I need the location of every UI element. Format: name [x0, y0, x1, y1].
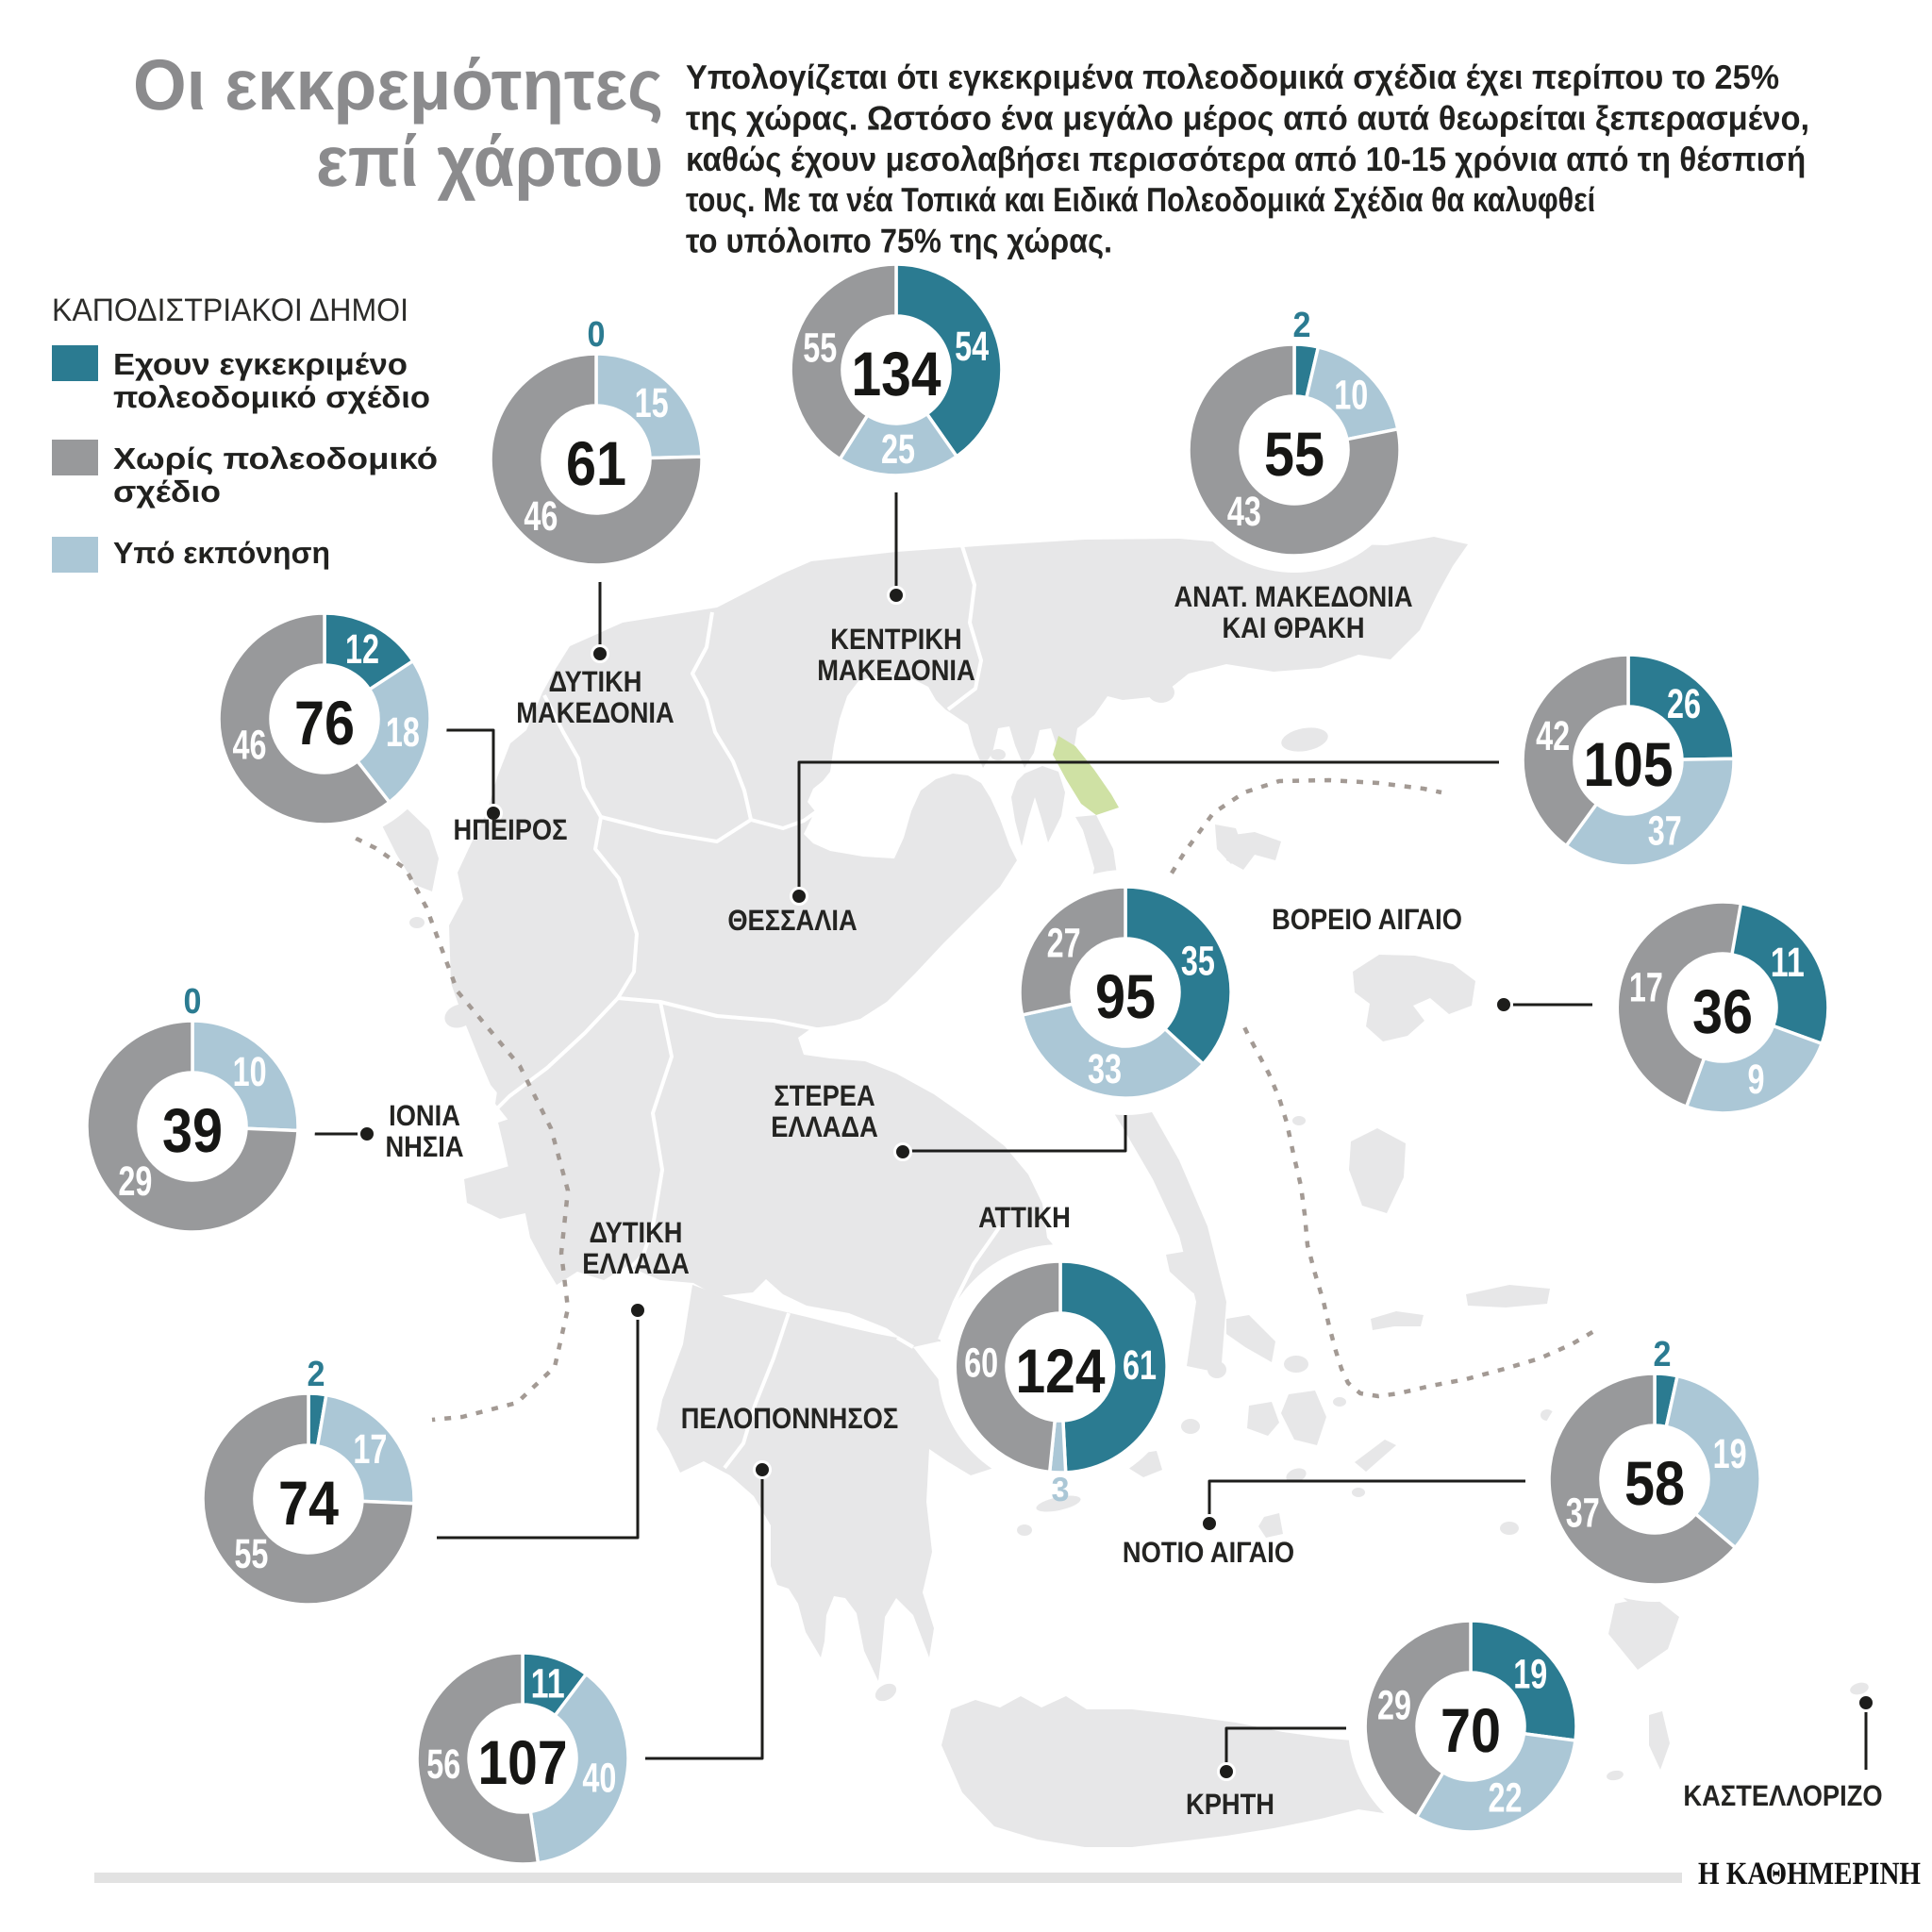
svg-text:12: 12 — [345, 626, 379, 673]
svg-text:2: 2 — [308, 1355, 325, 1394]
svg-text:56: 56 — [426, 1741, 460, 1788]
svg-text:πολεοδομικό σχέδιο: πολεοδομικό σχέδιο — [113, 380, 430, 414]
svg-text:22: 22 — [1488, 1775, 1522, 1822]
svg-text:Εχουν εγκεκριμένο: Εχουν εγκεκριμένο — [113, 347, 408, 381]
svg-text:ΗΠΕΙΡΟΣ: ΗΠΕΙΡΟΣ — [454, 813, 568, 846]
svg-text:95: 95 — [1095, 961, 1156, 1031]
svg-text:το υπόλοιπο 75% της χώρας.: το υπόλοιπο 75% της χώρας. — [686, 222, 1112, 260]
svg-text:ΑΤΤΙΚΗ: ΑΤΤΙΚΗ — [978, 1201, 1071, 1234]
svg-text:ΚΕΝΤΡΙΚΗ: ΚΕΝΤΡΙΚΗ — [830, 623, 961, 656]
svg-text:9: 9 — [1747, 1057, 1764, 1103]
svg-text:29: 29 — [1377, 1683, 1411, 1729]
svg-text:107: 107 — [478, 1727, 568, 1797]
svg-text:33: 33 — [1088, 1046, 1122, 1092]
svg-text:ΝΗΣΙΑ: ΝΗΣΙΑ — [385, 1130, 463, 1163]
svg-text:11: 11 — [1771, 940, 1805, 986]
svg-text:70: 70 — [1441, 1695, 1501, 1765]
svg-text:17: 17 — [1629, 964, 1663, 1010]
svg-text:36: 36 — [1692, 976, 1753, 1046]
svg-text:74: 74 — [278, 1468, 339, 1538]
svg-text:τους. Με τα νέα Τοπικά και Ειδ: τους. Με τα νέα Τοπικά και Ειδικά Πολεοδ… — [686, 180, 1595, 219]
svg-text:26: 26 — [1667, 681, 1701, 727]
svg-text:Υπολογίζεται ότι εγκεκριμένα π: Υπολογίζεται ότι εγκεκριμένα πολεοδομικά… — [686, 58, 1779, 96]
svg-text:2: 2 — [1654, 1335, 1672, 1374]
svg-text:40: 40 — [582, 1756, 616, 1802]
svg-text:0: 0 — [588, 315, 606, 355]
svg-text:ΔΥΤΙΚΗ: ΔΥΤΙΚΗ — [549, 665, 642, 698]
svg-text:124: 124 — [1016, 1336, 1106, 1406]
svg-text:ΜΑΚΕΔΟΝΙΑ: ΜΑΚΕΔΟΝΙΑ — [516, 696, 674, 729]
svg-text:ΚΡΗΤΗ: ΚΡΗΤΗ — [1186, 1788, 1274, 1821]
svg-text:ΑΝΑΤ. ΜΑΚΕΔΟΝΙΑ: ΑΝΑΤ. ΜΑΚΕΔΟΝΙΑ — [1174, 580, 1412, 613]
svg-text:ΕΛΛΑΔΑ: ΕΛΛΑΔΑ — [771, 1110, 878, 1143]
svg-text:10: 10 — [233, 1049, 267, 1095]
svg-text:επί χάρτου: επί χάρτου — [316, 122, 663, 202]
svg-text:0: 0 — [184, 982, 202, 1022]
svg-text:55: 55 — [1264, 419, 1324, 489]
svg-text:37: 37 — [1648, 808, 1682, 855]
svg-text:134: 134 — [852, 339, 941, 408]
svg-text:43: 43 — [1227, 489, 1261, 535]
svg-text:ΚΑΙ ΘΡΑΚΗ: ΚΑΙ ΘΡΑΚΗ — [1222, 611, 1364, 644]
svg-text:ΚΑΣΤΕΛΛΟΡΙΖΟ: ΚΑΣΤΕΛΛΟΡΙΖΟ — [1683, 1779, 1882, 1812]
svg-text:σχέδιο: σχέδιο — [113, 475, 221, 508]
svg-text:61: 61 — [566, 428, 626, 498]
svg-text:3: 3 — [1052, 1470, 1070, 1508]
svg-text:ΒΟΡΕΙΟ ΑΙΓΑΙΟ: ΒΟΡΕΙΟ ΑΙΓΑΙΟ — [1272, 903, 1462, 936]
svg-text:46: 46 — [524, 493, 558, 540]
svg-text:27: 27 — [1047, 920, 1081, 966]
svg-text:35: 35 — [1181, 938, 1215, 984]
svg-text:18: 18 — [386, 709, 420, 756]
svg-text:ΘΕΣΣΑΛΙΑ: ΘΕΣΣΑΛΙΑ — [727, 904, 857, 937]
svg-text:ΚΑΠΟΔΙΣΤΡΙΑΚΟΙ ΔΗΜΟΙ: ΚΑΠΟΔΙΣΤΡΙΑΚΟΙ ΔΗΜΟΙ — [52, 292, 408, 328]
svg-text:2: 2 — [1293, 306, 1311, 345]
svg-text:76: 76 — [294, 688, 355, 758]
svg-text:42: 42 — [1536, 713, 1570, 759]
svg-text:ΕΛΛΑΔΑ: ΕΛΛΑΔΑ — [582, 1247, 690, 1280]
svg-text:Χωρίς πολεοδομικό: Χωρίς πολεοδομικό — [113, 441, 438, 475]
svg-text:17: 17 — [353, 1426, 387, 1473]
svg-text:ΙΟΝΙΑ: ΙΟΝΙΑ — [389, 1099, 460, 1132]
svg-text:ΠΕΛΟΠΟΝΝΗΣΟΣ: ΠΕΛΟΠΟΝΝΗΣΟΣ — [681, 1402, 899, 1435]
svg-text:37: 37 — [1566, 1490, 1600, 1536]
svg-text:της χώρας. Ωστόσο ένα μεγάλο μ: της χώρας. Ωστόσο ένα μεγάλο μέρος από α… — [686, 98, 1809, 137]
svg-text:Η ΚΑΘΗΜΕΡΙΝΗ: Η ΚΑΘΗΜΕΡΙΝΗ — [1698, 1857, 1921, 1891]
svg-text:46: 46 — [233, 722, 267, 768]
svg-text:19: 19 — [1713, 1431, 1747, 1477]
svg-text:29: 29 — [118, 1158, 152, 1205]
svg-text:39: 39 — [162, 1095, 223, 1165]
svg-text:60: 60 — [964, 1341, 998, 1387]
svg-text:Οι εκκρεμότητες: Οι εκκρεμότητες — [133, 45, 663, 125]
svg-text:55: 55 — [234, 1531, 268, 1577]
svg-text:105: 105 — [1584, 729, 1674, 799]
svg-text:11: 11 — [531, 1660, 565, 1707]
svg-text:ΝΟΤΙΟ ΑΙΓΑΙΟ: ΝΟΤΙΟ ΑΙΓΑΙΟ — [1123, 1536, 1294, 1569]
svg-text:Υπό εκπόνηση: Υπό εκπόνηση — [113, 536, 330, 570]
svg-text:54: 54 — [955, 324, 989, 370]
svg-text:ΔΥΤΙΚΗ: ΔΥΤΙΚΗ — [590, 1216, 683, 1249]
svg-text:ΜΑΚΕΔΟΝΙΑ: ΜΑΚΕΔΟΝΙΑ — [817, 654, 974, 687]
svg-text:10: 10 — [1334, 372, 1368, 418]
svg-text:25: 25 — [881, 426, 915, 473]
svg-text:ΣΤΕΡΕΑ: ΣΤΕΡΕΑ — [774, 1079, 874, 1112]
svg-text:19: 19 — [1513, 1652, 1547, 1698]
svg-text:55: 55 — [803, 325, 837, 372]
svg-text:61: 61 — [1123, 1342, 1157, 1389]
svg-text:58: 58 — [1624, 1448, 1685, 1518]
svg-text:15: 15 — [635, 380, 669, 426]
svg-text:καθώς έχουν μεσολαβήσει περισσ: καθώς έχουν μεσολαβήσει περισσότερα από … — [686, 140, 1806, 178]
